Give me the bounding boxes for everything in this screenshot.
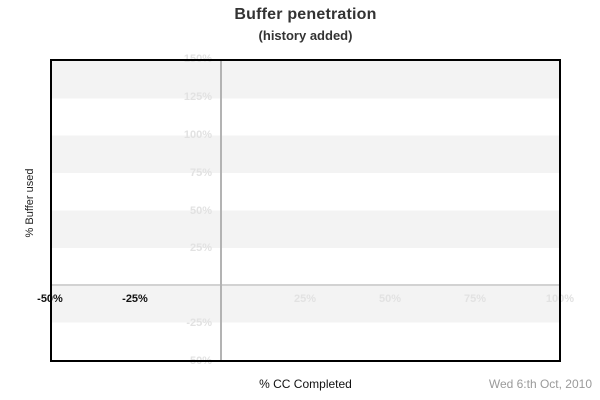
chart-subtitle: (history added) [258, 28, 353, 43]
x-tick-label-neg50: -50% [37, 293, 63, 305]
x-tick-label-100: 100% [545, 293, 575, 305]
y-tick-label-25: 25% [189, 242, 212, 254]
zero-horizontal-gridline [52, 284, 559, 287]
x-tick-label-75: 75% [463, 293, 487, 305]
y-tick-label-50: 50% [189, 205, 212, 217]
x-tick-label-50: 50% [378, 293, 402, 305]
chart-title: Buffer penetration [234, 6, 377, 23]
x-axis-title: % CC Completed [259, 377, 352, 391]
y-tick-label-150: 150% [183, 53, 212, 65]
x-tick-label-neg25: -25% [122, 293, 148, 305]
y-tick-label-neg25: -25% [186, 317, 212, 329]
y-axis-title: % Buffer used [24, 168, 36, 238]
x-tick-label-25: 25% [293, 293, 317, 305]
plot-area [52, 61, 559, 360]
zero-vertical-gridline [219, 61, 222, 360]
y-tick-label-100: 100% [183, 129, 212, 141]
y-tick-label-75: 75% [189, 167, 212, 179]
y-tick-label-neg50: -50% [186, 355, 212, 367]
footer-date: Wed 6:th Oct, 2010 [488, 377, 592, 391]
y-tick-label-125: 125% [183, 91, 212, 103]
